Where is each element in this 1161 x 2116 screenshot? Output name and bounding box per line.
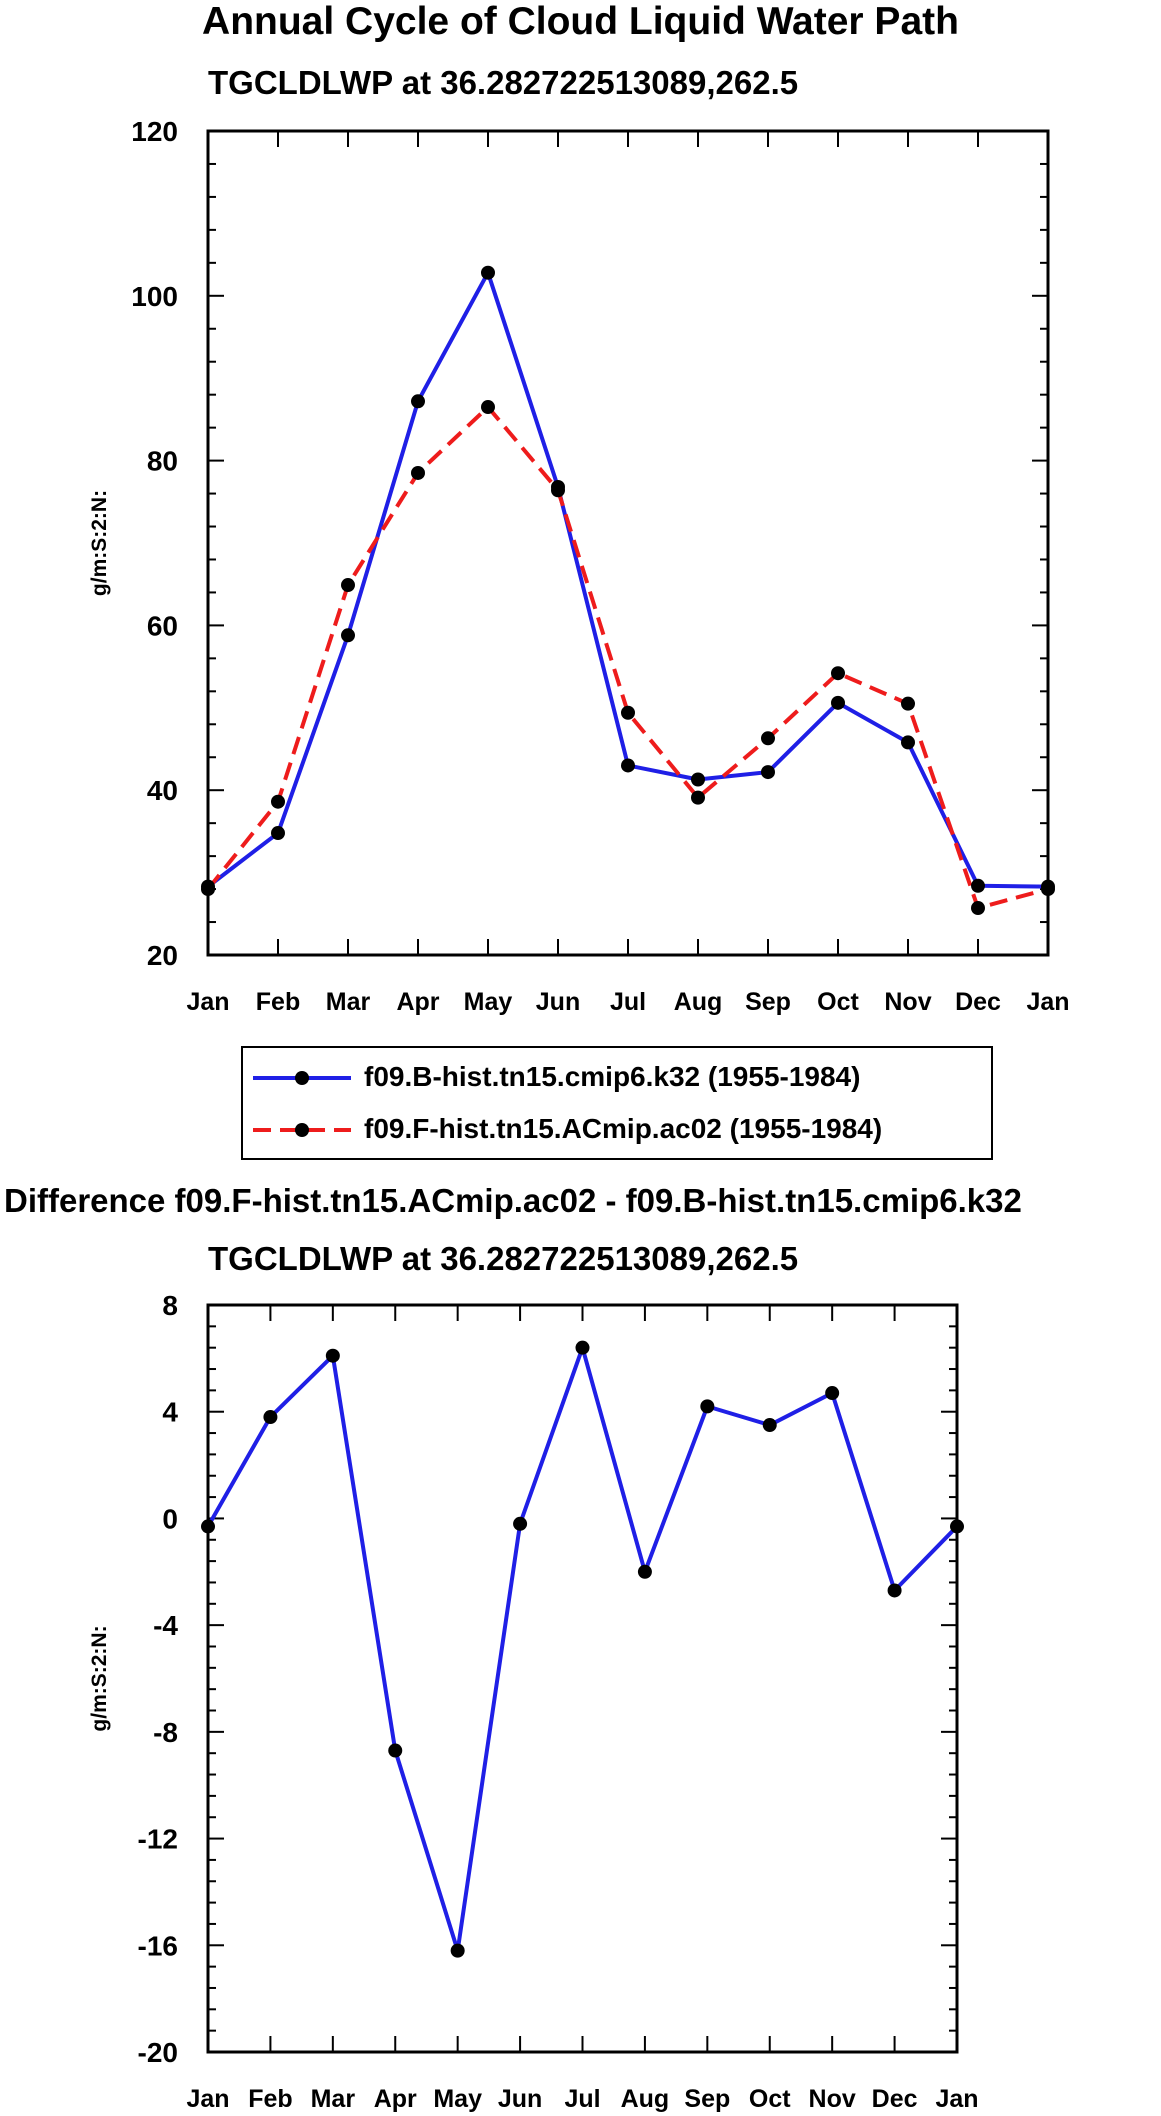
chart1-series-1-point: [901, 735, 915, 750]
chart1-ytick-label: 80: [147, 446, 178, 477]
chart2-ytick-label: 0: [162, 1503, 178, 1534]
chart1-xtick-label: Oct: [817, 988, 859, 1016]
chart2-series-1-point: [700, 1399, 715, 1414]
chart1-series-1-point: [271, 826, 285, 841]
chart1-subtitle: TGCLDLWP at 36.282722513089,262.5: [208, 64, 799, 101]
chart1-ylabel: g/m:S:2:N:: [88, 490, 111, 596]
chart2-xtick-label: Jun: [498, 2085, 542, 2113]
chart1-series-1-point: [341, 628, 355, 643]
chart1-series-2-point: [901, 696, 915, 711]
chart1-series-2-point: [621, 705, 635, 720]
chart2-xtick-label: Jul: [564, 2085, 600, 2113]
chart2-xtick-label: Nov: [809, 2085, 856, 2113]
chart2-series-1-point: [887, 1583, 902, 1598]
legend-swatch-series-1: [253, 1071, 351, 1085]
chart1-series-2-point: [411, 465, 425, 480]
chart1-xtick-label: Jun: [536, 988, 580, 1016]
chart2-series-1-point: [637, 1564, 652, 1579]
chart2-series-1-point: [513, 1516, 528, 1531]
chart1-ytick-label: 100: [131, 281, 178, 312]
chart1-series-2-point: [481, 400, 495, 415]
chart2-series-1-point: [575, 1340, 590, 1355]
chart1-xtick-label: Jan: [186, 988, 229, 1016]
legend-entry-series-1: f09.B-hist.tn15.cmip6.k32 (1955-1984): [243, 1052, 991, 1102]
chart1-xtick-label: Jan: [1026, 988, 1069, 1016]
chart1-xtick-label: Nov: [884, 988, 931, 1016]
chart2-series-1-point: [263, 1410, 278, 1425]
chart2-xtick-label: Oct: [749, 2085, 791, 2113]
chart1-xtick-label: Dec: [955, 988, 1001, 1016]
chart2-ytick-label: 8: [162, 1290, 178, 1321]
chart1-series-2-point: [271, 794, 285, 809]
chart1-series-2-point: [831, 666, 845, 681]
chart1-ytick-label: 20: [147, 940, 178, 971]
chart1-ytick-label: 60: [147, 610, 178, 641]
chart1-xtick-label: May: [464, 988, 513, 1016]
chart1-legend: f09.B-hist.tn15.cmip6.k32 (1955-1984) f0…: [241, 1046, 993, 1160]
chart1-xtick-label: Sep: [745, 988, 791, 1016]
chart1-series-2-point: [201, 882, 215, 897]
chart1-ytick-label: 120: [131, 116, 178, 147]
chart2-ytick-label: -8: [153, 1717, 178, 1748]
chart2-series-1-point: [325, 1348, 340, 1363]
chart2-series-1-line: [206, 1345, 959, 1953]
chart2-xtick-label: Apr: [374, 2085, 417, 2113]
legend-entry-series-2: f09.F-hist.tn15.ACmip.ac02 (1955-1984): [243, 1104, 991, 1154]
chart2-series-1-point: [950, 1519, 964, 1534]
chart2-ylabel: g/m:S:2:N:: [88, 1625, 111, 1731]
chart1-series-2-point: [971, 901, 985, 916]
chart2-subtitle: TGCLDLWP at 36.282722513089,262.5: [208, 1240, 799, 1277]
chart2-xtick-label: Mar: [311, 2085, 356, 2113]
legend-label-series-1: f09.B-hist.tn15.cmip6.k32 (1955-1984): [364, 1061, 861, 1092]
chart2-ytick-label: -20: [138, 2037, 178, 2068]
chart1-plot: 20 40 60 80 100 120 Jan Feb Mar Apr May Jun Jul Aug Se…: [88, 116, 1070, 1016]
chart2-xtick-label: Jan: [935, 2085, 978, 2113]
chart1-series-1-point: [411, 394, 425, 409]
chart1-xtick-label: Feb: [256, 988, 300, 1016]
chart2-series-1-point: [201, 1519, 215, 1534]
chart2-xtick-label: Feb: [248, 2085, 292, 2113]
chart1-series-2-point: [341, 578, 355, 593]
chart1-series-1-point: [621, 758, 635, 773]
chart1-series-2-point: [1041, 882, 1055, 897]
chart1-series-1-point: [971, 878, 985, 893]
legend-label-series-2: f09.F-hist.tn15.ACmip.ac02 (1955-1984): [364, 1113, 883, 1144]
chart1-series-2-point: [761, 731, 775, 746]
chart2-ytick-label: -16: [138, 1930, 178, 1961]
chart1-xtick-label: Jul: [610, 988, 646, 1016]
chart2-xtick-label: May: [433, 2085, 482, 2113]
chart2-title: Difference f09.F-hist.tn15.ACmip.ac02 - …: [4, 1182, 1022, 1219]
chart1-xtick-label: Mar: [326, 988, 371, 1016]
chart1-ytick-label: 40: [147, 775, 178, 806]
chart2-ytick-label: 4: [162, 1397, 178, 1428]
chart2-series-1-point: [388, 1743, 403, 1758]
chart1-series-2-point: [691, 790, 705, 805]
chart1-series-2-point: [551, 483, 565, 498]
chart1-series-1-point: [691, 772, 705, 787]
chart1-title: Annual Cycle of Cloud Liquid Water Path: [202, 0, 959, 43]
chart1-series-1-point: [761, 765, 775, 780]
chart1-xtick-label: Apr: [396, 988, 439, 1016]
chart2-xtick-label: Aug: [621, 2085, 670, 2113]
chart2-series-1-point: [450, 1943, 465, 1958]
chart1-series-1-point: [481, 265, 495, 280]
chart2-xtick-label: Jan: [186, 2085, 229, 2113]
chart2-series-1-point: [762, 1418, 777, 1433]
chart2-ytick-label: -4: [153, 1610, 178, 1641]
chart2-frame: [206, 1303, 959, 2054]
chart2-xtick-label: Sep: [684, 2085, 730, 2113]
chart2-xtick-label: Dec: [872, 2085, 918, 2113]
chart2-series-1-point: [825, 1386, 840, 1401]
legend-swatch-series-2: [253, 1123, 351, 1137]
chart2-ytick-label: -12: [138, 1824, 178, 1855]
chart1-xtick-label: Aug: [674, 988, 723, 1016]
chart1-series-1-point: [831, 695, 845, 710]
